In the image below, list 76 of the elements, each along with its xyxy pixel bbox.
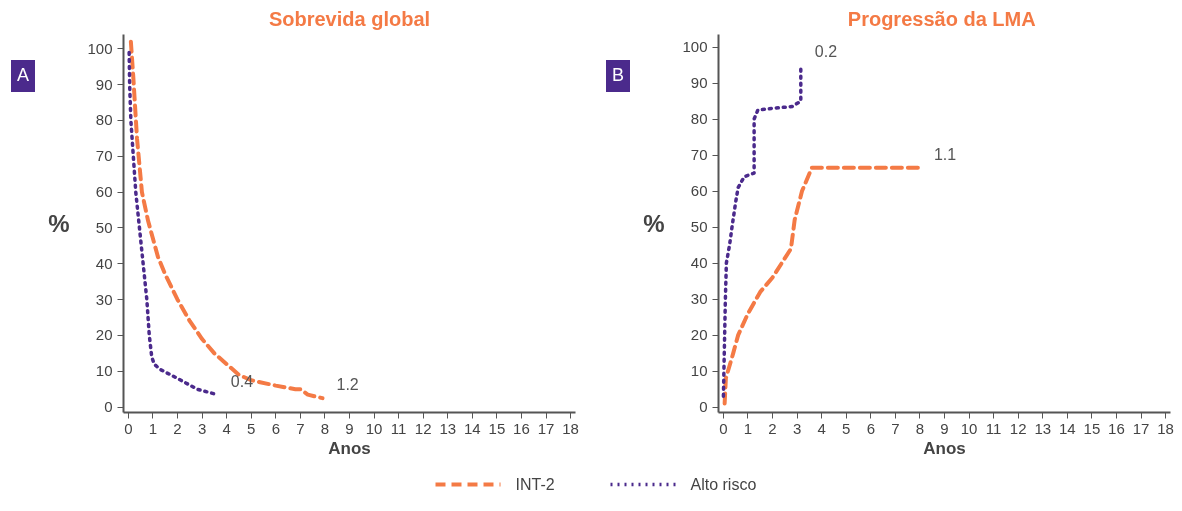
x-tick-label: 18 [1157, 419, 1174, 437]
x-tick-label: 15 [488, 419, 506, 437]
y-tick-label: 30 [95, 290, 113, 308]
y-axis-title: % [48, 210, 70, 237]
x-tick-label: 5 [842, 419, 851, 437]
x-tick-label: 13 [439, 419, 457, 437]
x-axis-title: Anos [328, 438, 371, 458]
x-tick-label: 17 [537, 419, 555, 437]
y-tick-label: 90 [690, 74, 708, 92]
y-tick-label: 20 [95, 326, 113, 344]
y-tick-label: 10 [690, 362, 708, 380]
y-axis-title: % [643, 210, 665, 237]
y-tick-label: 90 [95, 75, 113, 93]
y-tick-label: 100 [682, 38, 708, 56]
x-tick-label: 14 [1058, 419, 1076, 437]
annotation: 0.4 [230, 372, 254, 390]
x-tick-label: 7 [296, 419, 305, 437]
x-tick-label: 8 [915, 419, 925, 437]
x-tick-label: 16 [513, 419, 530, 437]
x-tick-label: 11 [390, 419, 407, 437]
x-tick-label: 2 [768, 419, 777, 437]
y-tick-label: 80 [690, 110, 708, 128]
y-tick-label: 20 [690, 326, 708, 344]
text: A [11, 60, 36, 92]
y-tick-label: 0 [104, 398, 113, 416]
text: B [606, 60, 631, 92]
x-tick-label: 3 [792, 419, 802, 437]
x-tick-label: 6 [271, 419, 280, 437]
y-tick-label: 60 [95, 183, 113, 201]
chart-title: Sobrevida global [268, 7, 431, 30]
annotation: 1.2 [336, 376, 359, 394]
x-tick-label: 17 [1132, 419, 1150, 437]
x-tick-label: 7 [891, 419, 900, 437]
x-tick-label: 9 [940, 419, 949, 437]
y-tick-label: 10 [95, 362, 113, 380]
chart-title: Progressão da LMA [847, 7, 1036, 30]
annotation: 0.2 [814, 43, 838, 61]
x-tick-label: 10 [365, 419, 383, 437]
x-tick-label: 16 [1108, 419, 1125, 437]
x-tick-label: 1 [148, 419, 158, 437]
line-series [722, 165, 922, 406]
y-tick-label: 60 [690, 182, 708, 200]
y-tick-label: 0 [699, 398, 708, 416]
y-tick-label: 40 [95, 254, 113, 272]
x-tick-label: 3 [197, 419, 207, 437]
y-tick-label: 50 [95, 218, 113, 236]
y-tick-label: 50 [690, 218, 708, 236]
x-tick-label: 0 [124, 419, 133, 437]
x-tick-label: 1 [743, 419, 753, 437]
x-tick-label: 4 [222, 419, 231, 437]
x-tick-label: 8 [320, 419, 330, 437]
x-tick-label: 10 [960, 419, 978, 437]
x-tick-label: 4 [817, 419, 826, 437]
x-tick-label: 9 [345, 419, 354, 437]
x-tick-label: 2 [173, 419, 182, 437]
y-tick-label: 100 [87, 39, 113, 57]
x-tick-label: 11 [985, 419, 1002, 437]
x-tick-label: 14 [463, 419, 481, 437]
y-tick-label: 70 [95, 147, 113, 165]
y-tick-label: 70 [690, 146, 708, 164]
annotation: 1.1 [933, 145, 957, 163]
y-tick-label: 40 [690, 254, 708, 272]
line-series [128, 39, 325, 401]
legend-label: Alto risco [690, 476, 757, 493]
legend-label: INT-2 [515, 476, 555, 493]
x-tick-label: 6 [866, 419, 875, 437]
x-tick-label: 12 [1009, 419, 1027, 437]
y-tick-label: 30 [690, 290, 708, 308]
x-tick-label: 12 [414, 419, 432, 437]
x-tick-label: 0 [719, 419, 728, 437]
x-tick-label: 5 [247, 419, 256, 437]
x-tick-label: 13 [1034, 419, 1052, 437]
y-tick-label: 80 [95, 111, 113, 129]
x-tick-label: 18 [562, 419, 579, 437]
x-tick-label: 15 [1083, 419, 1101, 437]
x-axis-title: Anos [923, 438, 966, 458]
